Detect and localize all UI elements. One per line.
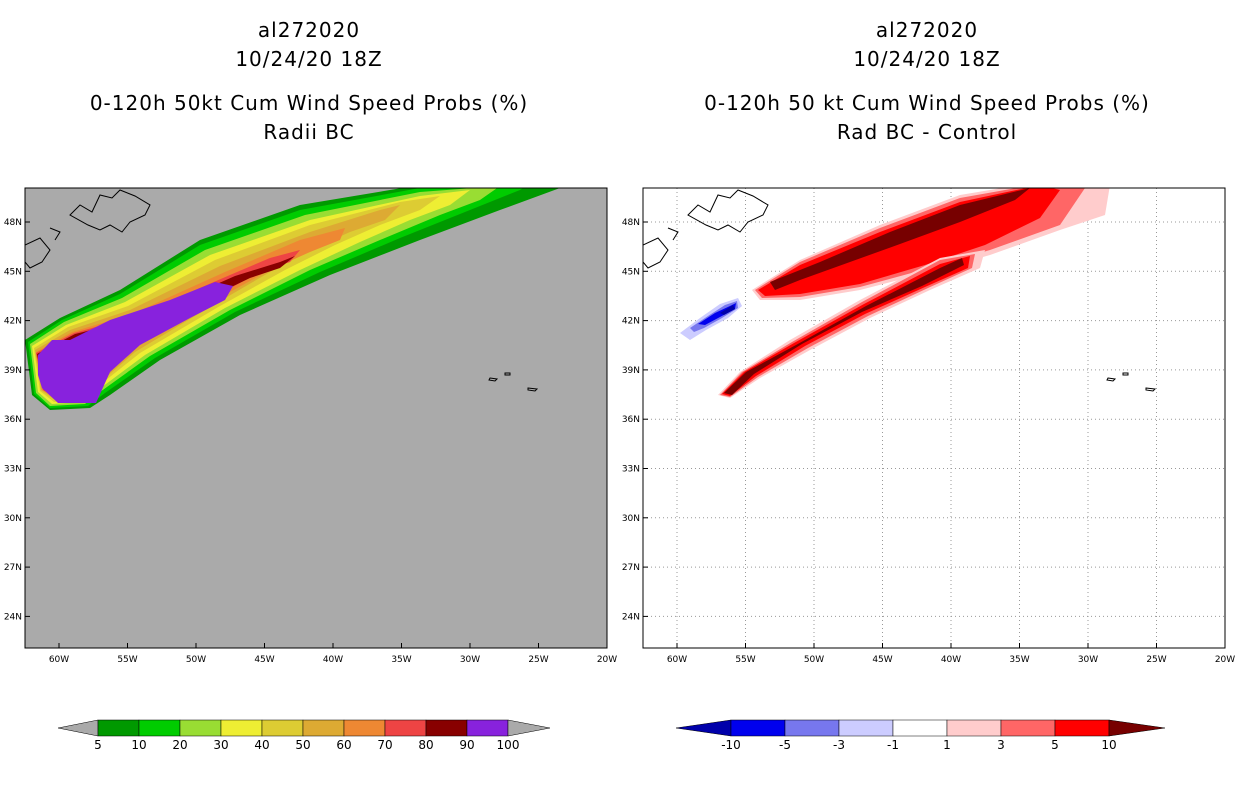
right-lat-tick-label: 30N — [622, 514, 640, 524]
right-panel-title-block: al272020 10/24/20 18Z 0-120h 50 kt Cum W… — [618, 16, 1236, 147]
left-lon-tick-label: 55W — [117, 655, 137, 665]
right-axis-ticks: 48N 45N 42N 39N 36N 33N 30N 27N 24N 60W 55W 50W 45W 4… — [622, 218, 1235, 665]
left-colorbar: 5 10 20 30 40 50 60 70 80 90 100 — [57, 719, 551, 752]
right-colorbar-label: -5 — [779, 738, 791, 752]
right-map: 48N 45N 42N 39N 36N 33N 30N 27N 24N 60W 55W 50W 45W 4… — [622, 187, 1235, 665]
right-lat-tick-label: 24N — [622, 612, 640, 622]
left-colorbar-swatch — [179, 719, 222, 737]
right-colorbar-swatch — [784, 719, 840, 737]
left-lat-tick-label: 42N — [4, 317, 22, 327]
right-lat-tick-label: 36N — [622, 415, 640, 425]
left-colorbar-swatch — [220, 719, 263, 737]
left-lat-tick-label: 24N — [4, 612, 22, 622]
left-lon-tick-label: 25W — [528, 655, 548, 665]
right-lon-tick-label: 40W — [941, 655, 961, 665]
right-lon-tick-label: 55W — [735, 655, 755, 665]
left-lon-tick-label: 60W — [49, 655, 69, 665]
right-lon-tick-label: 50W — [804, 655, 824, 665]
left-colorbar-label: 5 — [94, 738, 102, 752]
right-colorbar-label: 5 — [1051, 738, 1059, 752]
right-colorbar-high-triangle — [1108, 719, 1166, 737]
right-storm-id: al272020 — [875, 18, 979, 42]
left-colorbar-label: 80 — [418, 738, 433, 752]
right-colorbar: -10 -5 -3 -1 1 3 5 10 — [675, 719, 1166, 752]
right-coastlines — [643, 189, 1157, 392]
right-colorbar-swatch — [1000, 719, 1056, 737]
left-lat-tick-label: 48N — [4, 218, 22, 228]
right-colorbar-label: 1 — [943, 738, 951, 752]
right-colorbar-swatch — [1054, 719, 1110, 737]
left-colorbar-label: 60 — [336, 738, 351, 752]
right-colorbar-swatch — [730, 719, 786, 737]
left-lon-tick-label: 40W — [323, 655, 343, 665]
right-lon-tick-label: 60W — [667, 655, 687, 665]
right-colorbar-swatch — [946, 719, 1002, 737]
left-colorbar-label: 50 — [295, 738, 310, 752]
right-difference-field — [680, 188, 1110, 398]
right-lon-tick-label: 25W — [1146, 655, 1166, 665]
left-colorbar-swatch — [261, 719, 304, 737]
left-colorbar-swatch — [425, 719, 468, 737]
right-colorbar-label: 10 — [1101, 738, 1116, 752]
left-colorbar-swatch — [97, 719, 140, 737]
left-colorbar-swatch — [466, 719, 509, 737]
right-colorbar-swatch — [892, 719, 948, 737]
left-colorbar-label: 100 — [497, 738, 520, 752]
right-colorbar-label: -1 — [887, 738, 899, 752]
right-colorbar-label: -3 — [833, 738, 845, 752]
left-axis-ticks: 48N 45N 42N 39N 36N 33N 30N 27N 24N 60W 55W 50W 45W 4… — [4, 218, 617, 665]
right-datetime: 10/24/20 18Z — [853, 47, 1001, 71]
left-colorbar-low-triangle — [57, 719, 99, 737]
left-lon-tick-label: 35W — [391, 655, 411, 665]
right-lon-tick-label: 35W — [1009, 655, 1029, 665]
right-lon-tick-label: 20W — [1215, 655, 1235, 665]
left-lat-tick-label: 45N — [4, 267, 22, 277]
left-colorbar-label: 20 — [172, 738, 187, 752]
right-lat-tick-label: 42N — [622, 317, 640, 327]
left-map-frame — [24, 187, 608, 649]
right-colorbar-swatch — [838, 719, 894, 737]
left-title: 0-120h 50kt Cum Wind Speed Probs (%) — [89, 91, 529, 115]
left-colorbar-swatch — [384, 719, 427, 737]
left-lat-tick-label: 27N — [4, 563, 22, 573]
left-subtitle: Radii BC — [263, 120, 355, 144]
right-lon-tick-label: 30W — [1078, 655, 1098, 665]
left-colorbar-high-triangle — [507, 719, 551, 737]
left-colorbar-label: 40 — [254, 738, 269, 752]
left-lon-tick-label: 20W — [597, 655, 617, 665]
right-subtitle: Rad BC - Control — [836, 120, 1018, 144]
right-title: 0-120h 50 kt Cum Wind Speed Probs (%) — [704, 91, 1150, 115]
right-lat-tick-label: 48N — [622, 218, 640, 228]
left-colorbar-swatch — [138, 719, 181, 737]
left-lon-tick-label: 50W — [186, 655, 206, 665]
right-colorbar-label: -10 — [721, 738, 741, 752]
left-datetime: 10/24/20 18Z — [235, 47, 383, 71]
right-lat-tick-label: 39N — [622, 366, 640, 376]
right-map-frame — [642, 187, 1226, 649]
left-map: 48N 45N 42N 39N 36N 33N 30N 27N 24N 60W 55W 50W 45W 4… — [4, 187, 617, 665]
left-lat-tick-label: 36N — [4, 415, 22, 425]
left-colorbar-swatch — [343, 719, 386, 737]
left-lon-tick-label: 30W — [460, 655, 480, 665]
right-lat-tick-label: 27N — [622, 563, 640, 573]
left-colorbar-label: 70 — [377, 738, 392, 752]
left-probability-swath — [25, 188, 560, 410]
right-lat-tick-label: 33N — [622, 465, 640, 475]
right-colorbar-low-triangle — [675, 719, 732, 737]
left-colorbar-label: 90 — [459, 738, 474, 752]
right-lon-tick-label: 45W — [872, 655, 892, 665]
left-colorbar-label: 10 — [131, 738, 146, 752]
left-colorbar-swatch — [302, 719, 345, 737]
left-lat-tick-label: 39N — [4, 366, 22, 376]
left-panel-title-block: al272020 10/24/20 18Z 0-120h 50kt Cum Wi… — [0, 16, 618, 147]
right-colorbar-label: 3 — [997, 738, 1005, 752]
left-colorbar-label: 30 — [213, 738, 228, 752]
left-lat-tick-label: 33N — [4, 465, 22, 475]
left-lat-tick-label: 30N — [4, 514, 22, 524]
left-storm-id: al272020 — [257, 18, 361, 42]
left-lon-tick-label: 45W — [254, 655, 274, 665]
right-lat-tick-label: 45N — [622, 267, 640, 277]
